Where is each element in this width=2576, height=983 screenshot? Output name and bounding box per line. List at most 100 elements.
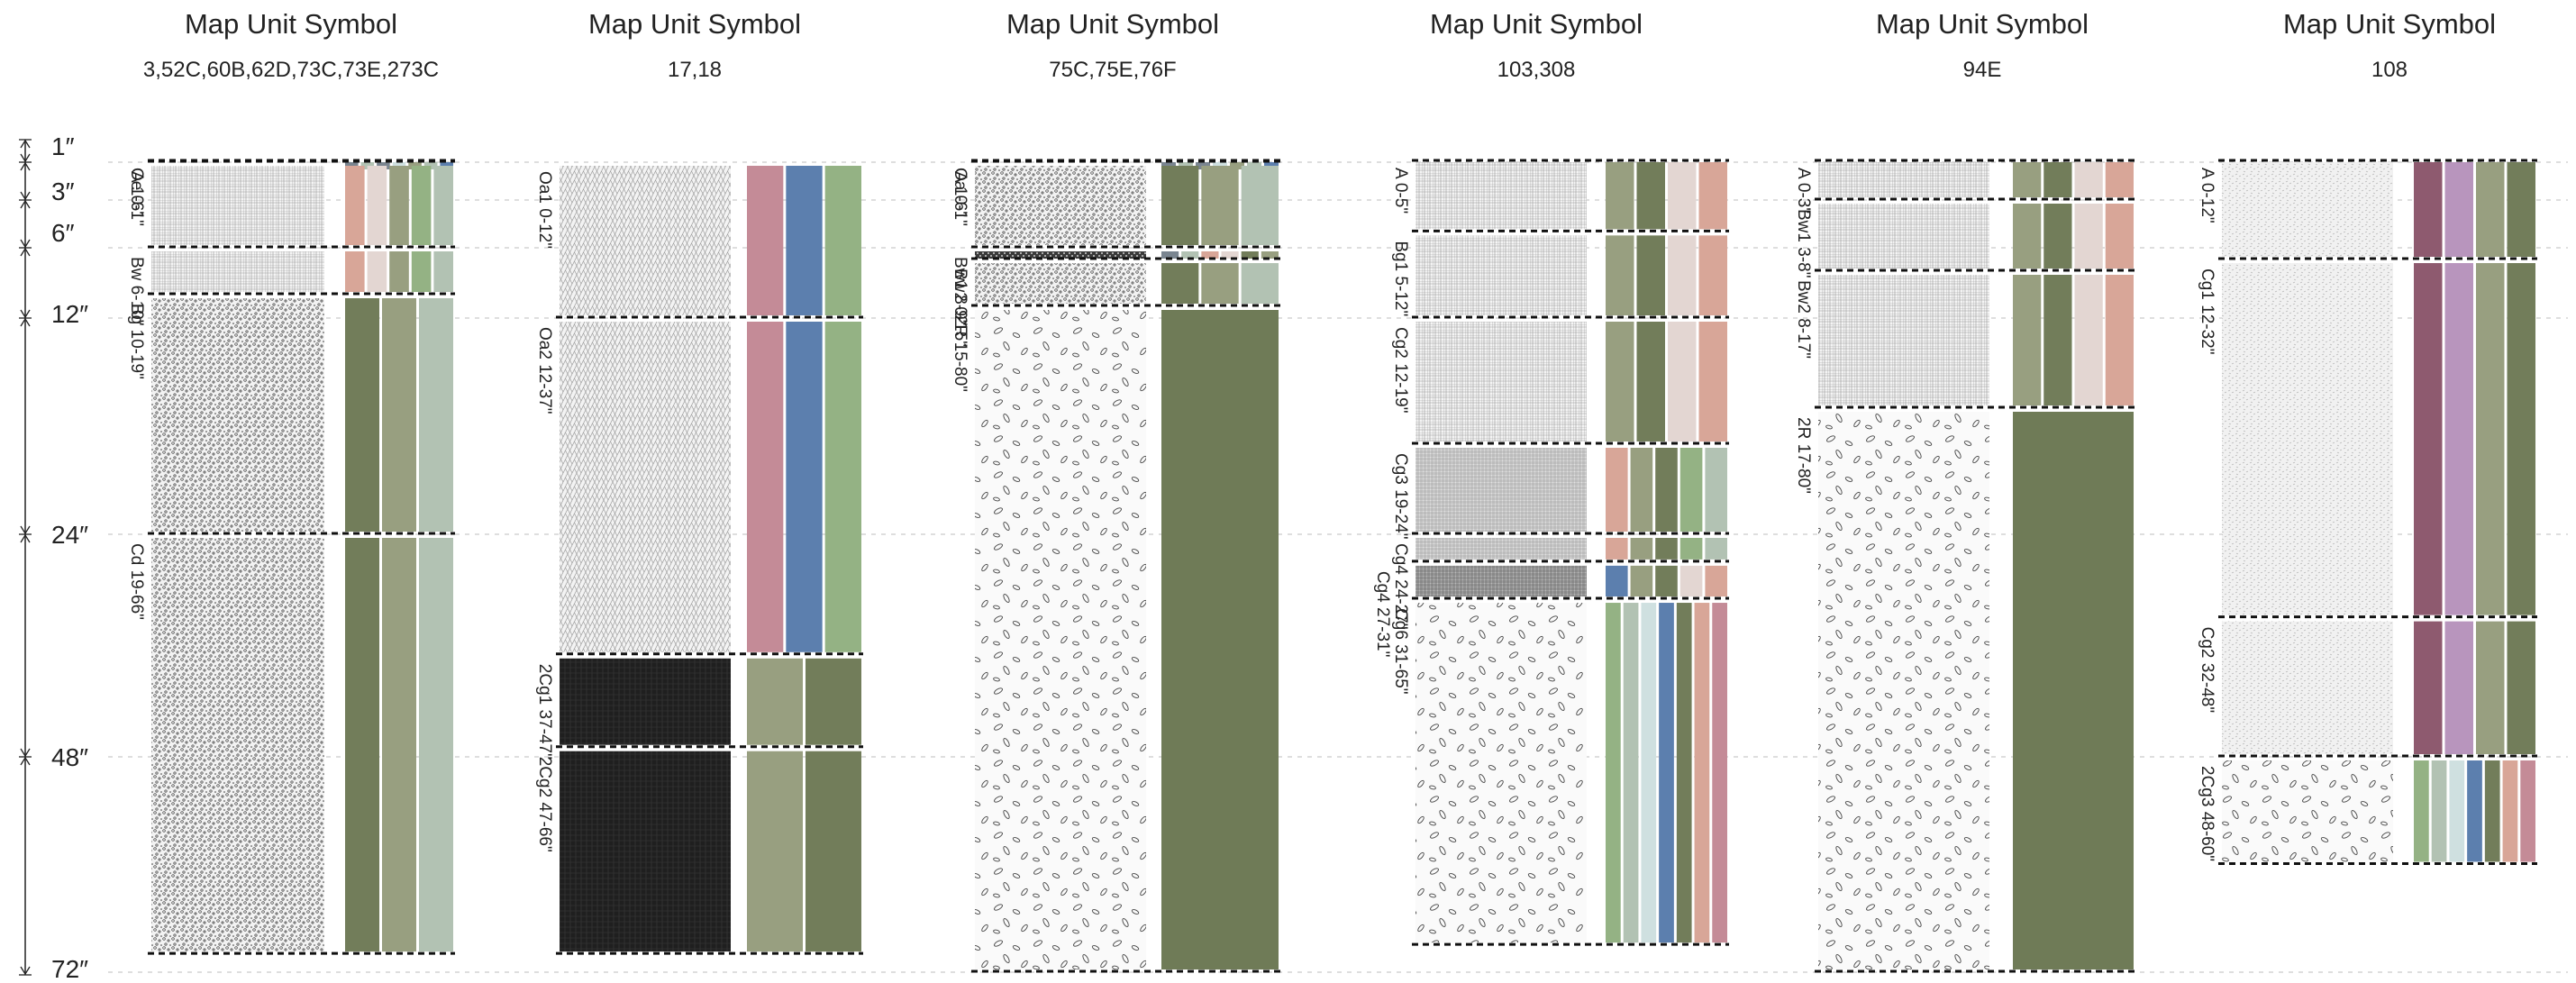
horizon-label: A 1-6"	[951, 171, 969, 217]
soil-profile: Map Unit Symbol 108 A 0-12" Cg1 12-32" Cg2 3…	[2198, 8, 2537, 865]
profile-title: Map Unit Symbol	[1006, 8, 1219, 40]
color-swatch	[1606, 565, 1628, 597]
color-swatch	[1606, 603, 1621, 943]
soil-horizon: Bg1 5-12"	[1391, 235, 1729, 319]
soil-horizon: Cg2 12-19"	[1391, 322, 1729, 445]
soil-horizon: A 0-12"	[2198, 159, 2537, 260]
depth-label: 1″	[51, 132, 75, 160]
color-swatch	[1201, 263, 1239, 304]
map-unit-list: 75C,75E,76F	[1049, 58, 1176, 82]
soil-profile: Map Unit Symbol 94E A 0-3"Bw1 3-8" Bw2 8-17…	[1794, 8, 2135, 973]
horizon-label: 2Cg1 37-47"	[535, 664, 554, 760]
color-swatch	[419, 538, 453, 952]
color-swatch	[367, 166, 387, 245]
soil-profile: Map Unit Symbol 75C,75E,76F Oa 0-1"A 1-6" B…	[951, 8, 1280, 973]
horizon-label: Cd 19-66"	[127, 543, 146, 620]
color-swatch	[1630, 565, 1653, 597]
color-swatch	[367, 251, 387, 292]
color-swatch	[411, 166, 432, 245]
color-swatch	[1161, 310, 1279, 969]
soil-horizon: 2R 17-80"	[1794, 412, 2135, 973]
color-swatch	[389, 251, 409, 292]
soil-horizon: Cd 19-66"	[127, 538, 455, 955]
horizon-texture	[1818, 412, 1989, 969]
color-swatch	[1261, 251, 1279, 259]
color-swatch	[2013, 204, 2042, 269]
horizon-label: Bw2 8-17"	[1794, 280, 1813, 359]
soil-horizon: A 1-6"	[951, 166, 1280, 249]
horizon-texture	[151, 166, 324, 245]
color-swatch	[2414, 263, 2443, 615]
soil-horizon: A 1-6"	[127, 166, 455, 249]
soil-horizon: Bg 10-19"	[127, 298, 455, 535]
color-swatch	[1241, 166, 1279, 245]
horizon-label: Oa 0-1"	[951, 168, 969, 226]
horizon-texture	[975, 251, 1146, 259]
color-swatch	[2414, 621, 2443, 754]
color-swatch	[419, 298, 453, 532]
horizon-label: A 0-12"	[2198, 168, 2216, 223]
soil-horizon: Bw1 3-8"	[1794, 204, 2135, 278]
horizon-texture	[1415, 162, 1587, 230]
color-swatch	[1606, 235, 1634, 315]
soil-horizon: Bw1 8-9"	[951, 251, 1280, 325]
color-swatch	[433, 251, 453, 292]
map-unit-list: 103,308	[1497, 58, 1576, 82]
horizon-label: Oe 0-1"	[127, 168, 146, 226]
profiles: Map Unit Symbol 3,52C,60B,62D,73C,73E,273…	[127, 8, 2537, 973]
color-swatch	[747, 166, 784, 315]
color-swatch	[747, 658, 803, 745]
color-swatch	[1712, 603, 1727, 943]
color-swatch	[2520, 760, 2535, 862]
map-unit-list: 17,18	[668, 58, 722, 82]
soil-horizon: Cg2 32-48"	[2198, 621, 2537, 758]
color-swatch	[1679, 565, 1703, 597]
color-swatch	[2484, 760, 2500, 862]
horizon-texture	[151, 298, 324, 532]
color-swatch	[1606, 322, 1634, 441]
color-swatch	[1606, 162, 1634, 230]
horizon-texture	[975, 166, 1146, 245]
color-swatch	[2074, 275, 2103, 405]
color-swatch	[1668, 162, 1697, 230]
color-swatch	[1694, 603, 1710, 943]
color-swatch	[345, 251, 365, 292]
color-swatch	[1705, 565, 1727, 597]
horizon-label: A 1-6"	[127, 171, 146, 217]
horizon-texture	[560, 658, 731, 745]
horizon-label: 2Cg3 48-60"	[2198, 766, 2216, 861]
soil-horizon: 2R 15-80"	[951, 310, 1280, 973]
color-swatch	[433, 166, 453, 245]
color-swatch	[1668, 235, 1697, 315]
color-swatch	[2044, 162, 2072, 197]
color-swatch	[2013, 412, 2134, 969]
depth-guides	[108, 161, 2568, 973]
horizon-texture	[151, 251, 324, 292]
soil-horizon: A 0-5"	[1391, 159, 1729, 232]
horizon-label: Cg2 12-19"	[1391, 327, 1410, 413]
color-swatch	[747, 751, 803, 952]
soil-horizon: Oa2 12-37"	[535, 322, 863, 656]
depth-label: 24″	[51, 521, 88, 549]
color-swatch	[1705, 448, 1727, 532]
color-swatch	[824, 322, 861, 652]
color-swatch	[1161, 251, 1179, 259]
color-swatch	[1668, 322, 1697, 441]
profile-title: Map Unit Symbol	[2283, 8, 2496, 40]
horizon-texture	[1415, 565, 1587, 597]
soil-profile: Map Unit Symbol 103,308 A 0-5" Bg1 5-12" Cg2…	[1373, 8, 1729, 946]
soil-horizon: 2Cg3 48-60"	[2198, 760, 2537, 865]
horizon-label: A 0-5"	[1391, 168, 1410, 214]
color-swatch	[345, 538, 379, 952]
horizon-texture	[975, 263, 1146, 304]
map-unit-list: 3,52C,60B,62D,73C,73E,273C	[143, 58, 439, 82]
horizon-label: A 0-3"	[1794, 168, 1813, 214]
horizon-label: Bg1 5-12"	[1391, 241, 1410, 316]
color-swatch	[2444, 263, 2473, 615]
color-swatch	[2105, 275, 2134, 405]
horizon-label: 2Cg2 47-66"	[535, 757, 554, 852]
profile-title: Map Unit Symbol	[185, 8, 397, 40]
horizon-texture	[975, 310, 1146, 969]
color-swatch	[2467, 760, 2482, 862]
horizon-label: Cg2 32-48"	[2198, 627, 2216, 713]
